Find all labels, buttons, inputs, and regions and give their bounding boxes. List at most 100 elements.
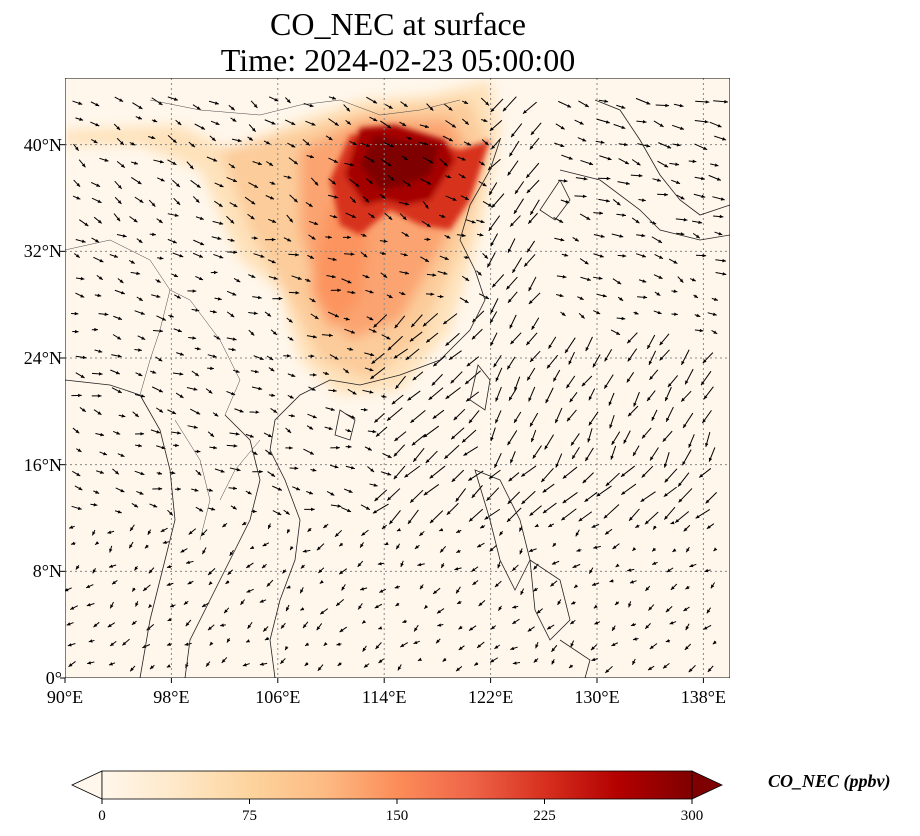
wind-vector-head bbox=[624, 160, 629, 165]
wind-vector-head bbox=[532, 454, 537, 459]
wind-vector-head bbox=[75, 565, 80, 570]
wind-vector-head bbox=[196, 106, 201, 110]
wind-vector-head bbox=[528, 219, 532, 224]
wind-vector-head bbox=[494, 583, 499, 588]
wind-vector-head bbox=[469, 627, 474, 631]
wind-vector-head bbox=[495, 419, 499, 424]
wind-vector-head bbox=[312, 373, 317, 377]
wind-vector-head bbox=[564, 253, 569, 257]
wind-vector-head bbox=[456, 667, 460, 672]
wind-vector-head bbox=[365, 506, 370, 510]
wind-vector-head bbox=[615, 601, 619, 605]
wind-vector-head bbox=[200, 241, 205, 246]
wind-vector-head bbox=[300, 607, 305, 611]
wind-vector-head bbox=[663, 493, 668, 497]
wind-vector-head bbox=[458, 625, 463, 630]
wind-vector-head bbox=[647, 344, 651, 349]
wind-vector-head bbox=[144, 544, 149, 549]
wind-vector-head bbox=[140, 471, 145, 476]
wind-vector-head bbox=[80, 294, 85, 298]
wind-vector-head bbox=[432, 415, 437, 419]
wind-vector-head bbox=[699, 473, 704, 478]
wind-vector-head bbox=[138, 348, 142, 352]
wind-vector-head bbox=[307, 528, 312, 532]
wind-vector-head bbox=[521, 473, 526, 477]
wind-vector-head bbox=[136, 271, 141, 276]
wind-vector-head bbox=[448, 106, 453, 111]
wind-vector-head bbox=[81, 408, 86, 412]
wind-vector-head bbox=[633, 452, 637, 457]
wind-vector-head bbox=[97, 293, 102, 298]
wind-vector-head bbox=[117, 184, 122, 189]
wind-vector-head bbox=[403, 103, 408, 107]
wind-vector-head bbox=[370, 375, 375, 379]
wind-vector-head bbox=[217, 236, 222, 240]
wind-vector-head bbox=[667, 145, 672, 149]
wind-vector-head bbox=[95, 122, 100, 127]
wind-vector-head bbox=[593, 604, 598, 609]
wind-vector-head bbox=[332, 388, 337, 393]
wind-vector-head bbox=[260, 254, 265, 258]
wind-vector-head bbox=[489, 547, 494, 552]
wind-vector-head bbox=[685, 626, 689, 631]
wind-vector-head bbox=[701, 381, 705, 386]
wind-vector-head bbox=[112, 580, 116, 585]
wind-vector-head bbox=[220, 623, 224, 627]
wind-vector-head bbox=[625, 181, 630, 186]
wind-vector-head bbox=[490, 309, 494, 314]
wind-vector-head bbox=[347, 235, 351, 240]
wind-vector-head bbox=[570, 620, 575, 625]
wind-vector-head bbox=[622, 254, 627, 258]
wind-vector-head bbox=[495, 397, 499, 402]
wind-vector-head bbox=[575, 532, 580, 537]
wind-vector-head bbox=[406, 182, 411, 187]
wind-vector-head bbox=[445, 395, 450, 399]
wind-vector-head bbox=[303, 624, 307, 629]
wind-vector-head bbox=[138, 443, 143, 448]
wind-vector-head bbox=[553, 377, 557, 382]
wind-vector-head bbox=[627, 568, 632, 572]
lon-tick-label: 106°E bbox=[255, 687, 301, 707]
wind-vector-head bbox=[691, 278, 696, 282]
wind-vector-head bbox=[272, 219, 277, 223]
wind-vector-head bbox=[290, 546, 294, 551]
wind-vector-head bbox=[442, 657, 447, 662]
wind-vector-head bbox=[657, 178, 661, 182]
wind-vector-head bbox=[490, 108, 495, 112]
wind-vector-head bbox=[266, 140, 271, 145]
map-title-line1: CO_NEC at surface bbox=[270, 6, 526, 42]
wind-vector-head bbox=[257, 295, 262, 300]
wind-vector-head bbox=[423, 433, 428, 438]
wind-vector-head bbox=[642, 254, 646, 258]
wind-vector-head bbox=[104, 158, 109, 162]
wind-vector-head bbox=[679, 278, 684, 283]
colorbar-gradient bbox=[101, 770, 693, 800]
wind-vector-head bbox=[602, 294, 607, 298]
wind-vector-head bbox=[617, 280, 622, 285]
wind-vector-head bbox=[133, 218, 138, 223]
wind-vector-head bbox=[606, 176, 611, 181]
wind-vector-head bbox=[533, 565, 538, 570]
wind-vector-head bbox=[429, 474, 434, 479]
wind-vector-head bbox=[350, 466, 355, 470]
wind-vector-head bbox=[379, 589, 384, 593]
wind-vector-head bbox=[97, 199, 102, 203]
wind-vector-head bbox=[490, 659, 495, 663]
wind-vector-head bbox=[706, 525, 711, 529]
wind-vector-head bbox=[208, 581, 213, 585]
wind-vector-head bbox=[633, 402, 637, 407]
wind-vector-head bbox=[414, 627, 418, 632]
wind-vector-head bbox=[115, 470, 119, 475]
wind-vector-head bbox=[300, 564, 305, 569]
wind-vector-head bbox=[566, 417, 571, 422]
wind-vector-head bbox=[510, 459, 514, 464]
wind-vector-head bbox=[369, 316, 374, 321]
wind-vector-head bbox=[676, 143, 681, 147]
wind-vector-head bbox=[134, 413, 139, 417]
lon-tick-label: 122°E bbox=[467, 687, 514, 707]
wind-vector-head bbox=[623, 439, 627, 444]
wind-vector-head bbox=[107, 530, 112, 534]
wind-vector-head bbox=[95, 102, 100, 107]
colorbar bbox=[71, 770, 723, 804]
wind-vector-head bbox=[310, 354, 315, 358]
